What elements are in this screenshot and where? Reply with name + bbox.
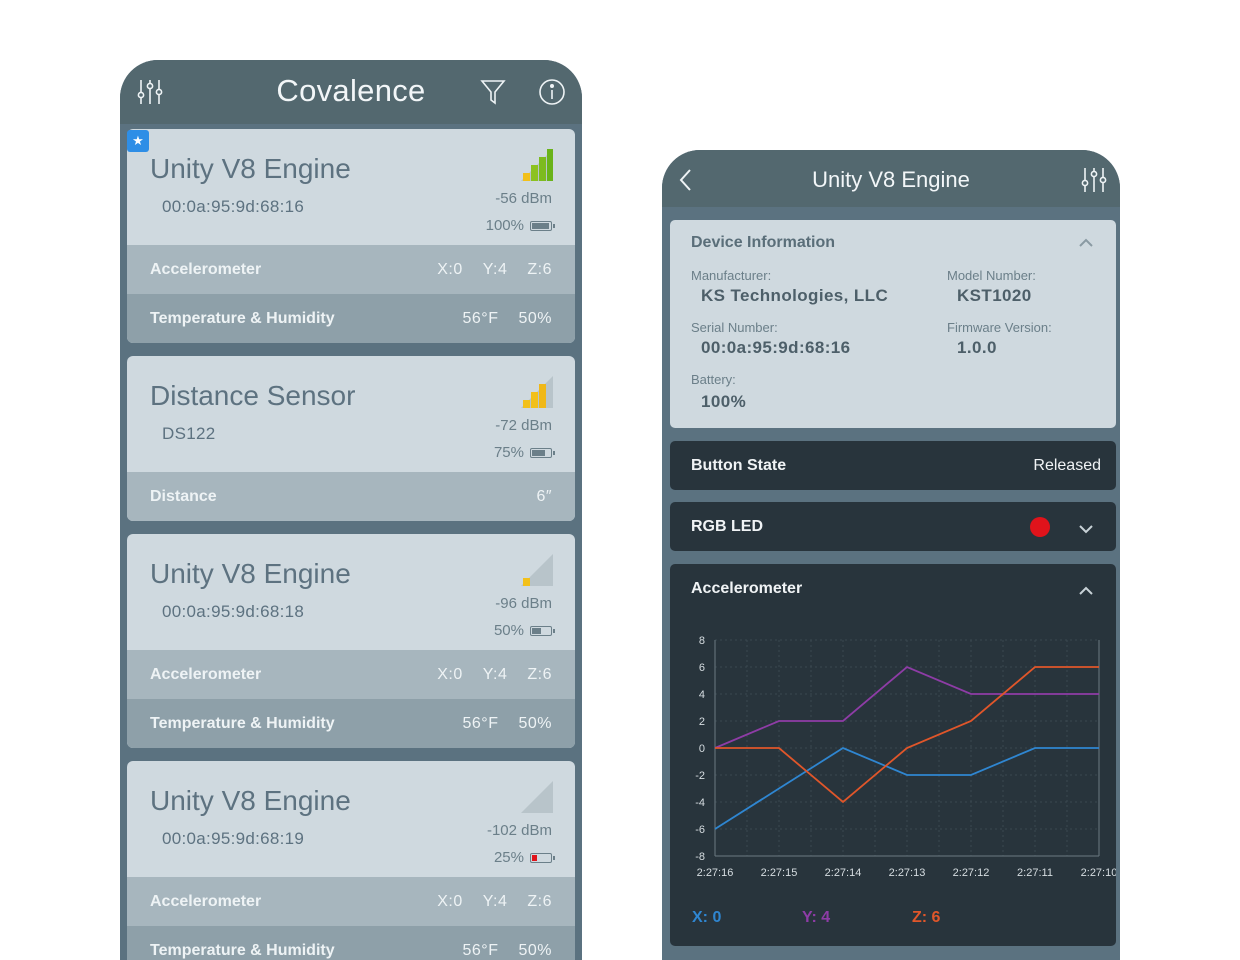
sensor-row-temperature-humidity[interactable]: Temperature & Humidity 56°F 50% xyxy=(127,294,575,343)
chevron-up-icon[interactable] xyxy=(1071,228,1101,258)
device-name: Unity V8 Engine xyxy=(150,153,351,184)
x-tick-label: 2:27:15 xyxy=(761,867,798,879)
serial-number-value: 00:0a:95:9d:68:16 xyxy=(701,338,851,357)
sliders-icon[interactable] xyxy=(134,76,166,108)
detail-title: Unity V8 Engine xyxy=(812,167,970,192)
info-icon[interactable] xyxy=(536,76,568,108)
x-tick-label: 2:27:13 xyxy=(889,867,926,879)
device-name: Unity V8 Engine xyxy=(150,558,351,589)
firmware-version-value: 1.0.0 xyxy=(957,338,997,357)
serial-number-label: Serial Number: xyxy=(691,320,778,335)
accelerometer-title: Accelerometer xyxy=(691,580,803,597)
manufacturer-label: Manufacturer: xyxy=(691,268,772,283)
x-tick-label: 2:27:12 xyxy=(953,867,990,879)
battery-percent: 100% xyxy=(485,217,524,234)
device-detail-screen: Unity V8 Engine Device Information Manuf… xyxy=(662,150,1120,960)
battery-percent: 75% xyxy=(493,444,524,461)
device-card[interactable]: Unity V8 Engine 00:0a:95:9d:68:16 -56 dB… xyxy=(127,129,575,343)
battery-icon xyxy=(530,852,555,863)
battery-label: Battery: xyxy=(691,372,736,387)
battery-status: 25% xyxy=(493,849,555,866)
device-card[interactable]: Unity V8 Engine 00:0a:95:9d:68:18 -96 dB… xyxy=(127,534,575,748)
battery-icon xyxy=(530,447,555,458)
signal-strength-icon xyxy=(521,376,553,408)
rgb-led-label: RGB LED xyxy=(691,518,763,535)
detail-header: Unity V8 Engine xyxy=(662,150,1120,207)
app-title: Covalence xyxy=(276,73,426,108)
sensor-row-accelerometer[interactable]: Accelerometer X:0 Y:4 Z:6 xyxy=(127,877,575,926)
device-id: 00:0a:95:9d:68:18 xyxy=(162,602,305,621)
rgb-led-row[interactable]: RGB LED xyxy=(670,502,1116,551)
sensor-row-accelerometer[interactable]: Accelerometer X:0 Y:4 Z:6 xyxy=(127,650,575,699)
legend-y: Y: 4 xyxy=(802,909,831,926)
y-tick-label: -4 xyxy=(695,797,705,809)
accelerometer-panel: Accelerometer 8 6 4 2 0 -2 -4 -6 -8 2:27:16 2:27:1… xyxy=(670,564,1116,946)
device-card[interactable]: Distance Sensor DS122 -72 dBm 75% Distan… xyxy=(127,356,575,521)
sensor-row-accelerometer[interactable]: Accelerometer X:0 Y:4 Z:6 xyxy=(127,245,575,294)
button-state-value: Released xyxy=(1033,457,1101,474)
battery-status: 50% xyxy=(493,622,555,639)
battery-status: 100% xyxy=(485,217,555,234)
model-number-label: Model Number: xyxy=(947,268,1036,283)
y-tick-label: 8 xyxy=(699,635,705,647)
rssi-value: -72 dBm xyxy=(495,417,552,434)
device-information-panel: Device Information Manufacturer: KS Tech… xyxy=(670,220,1116,428)
panel-title: Device Information xyxy=(691,234,836,251)
battery-percent: 25% xyxy=(493,849,524,866)
button-state-row: Button State Released xyxy=(670,441,1116,490)
device-name: Distance Sensor xyxy=(150,380,356,411)
series-line xyxy=(715,666,1099,804)
series-line xyxy=(714,746,1099,830)
model-number-value: KST1020 xyxy=(957,286,1032,305)
x-tick-label: 2:27:16 xyxy=(697,867,734,879)
favorite-star-icon[interactable]: ★ xyxy=(127,130,149,152)
y-tick-label: -2 xyxy=(695,770,705,782)
battery-status: 75% xyxy=(493,444,555,461)
y-tick-label: 0 xyxy=(699,743,705,755)
app-header: Covalence xyxy=(120,60,582,124)
legend-z: Z: 6 xyxy=(912,909,941,926)
rssi-value: -96 dBm xyxy=(495,595,552,612)
rssi-value: -102 dBm xyxy=(486,822,552,839)
y-tick-label: -6 xyxy=(695,824,705,836)
signal-strength-icon xyxy=(521,554,553,586)
y-tick-label: -8 xyxy=(695,851,705,863)
x-tick-label: 2:27:10 xyxy=(1081,867,1116,879)
y-tick-label: 6 xyxy=(699,662,705,674)
signal-strength-icon xyxy=(521,149,553,181)
device-name: Unity V8 Engine xyxy=(150,785,351,816)
x-tick-label: 2:27:14 xyxy=(825,867,862,879)
y-tick-label: 4 xyxy=(699,689,705,701)
device-id: 00:0a:95:9d:68:16 xyxy=(162,197,305,216)
battery-icon xyxy=(530,220,555,231)
chevron-up-icon[interactable] xyxy=(1078,583,1094,601)
signal-strength-icon xyxy=(521,781,553,813)
series-line xyxy=(714,665,1099,749)
filter-icon[interactable] xyxy=(477,76,509,108)
manufacturer-value: KS Technologies, LLC xyxy=(701,286,889,305)
y-tick-label: 2 xyxy=(699,716,705,728)
sensor-row-distance[interactable]: Distance 6″ xyxy=(127,472,575,521)
button-state-label: Button State xyxy=(691,457,787,474)
battery-icon xyxy=(530,625,555,636)
rssi-value: -56 dBm xyxy=(495,190,552,207)
firmware-version-label: Firmware Version: xyxy=(947,320,1052,335)
accelerometer-chart: 8 6 4 2 0 -2 -4 -6 -8 2:27:16 2:27:15 2:27:14 2:27:1… xyxy=(695,635,1116,879)
chevron-down-icon[interactable] xyxy=(1078,521,1094,539)
device-id: 00:0a:95:9d:68:19 xyxy=(162,829,305,848)
sliders-icon[interactable] xyxy=(1078,164,1110,196)
legend-x: X: 0 xyxy=(692,909,722,926)
battery-percent: 50% xyxy=(493,622,524,639)
device-id: DS122 xyxy=(162,424,216,443)
back-chevron-icon[interactable] xyxy=(670,164,702,196)
sensor-row-temperature-humidity[interactable]: Temperature & Humidity 56°F 50% xyxy=(127,699,575,748)
led-color-swatch[interactable] xyxy=(1030,517,1050,537)
device-list-screen: Covalence ★ Unity V8 Engine 00:0a:95:9d:… xyxy=(120,60,582,960)
device-card[interactable]: Unity V8 Engine 00:0a:95:9d:68:19 -102 d… xyxy=(127,761,575,960)
x-tick-label: 2:27:11 xyxy=(1017,867,1053,879)
sensor-row-temperature-humidity[interactable]: Temperature & Humidity 56°F 50% xyxy=(127,926,575,960)
battery-value: 100% xyxy=(701,392,747,411)
